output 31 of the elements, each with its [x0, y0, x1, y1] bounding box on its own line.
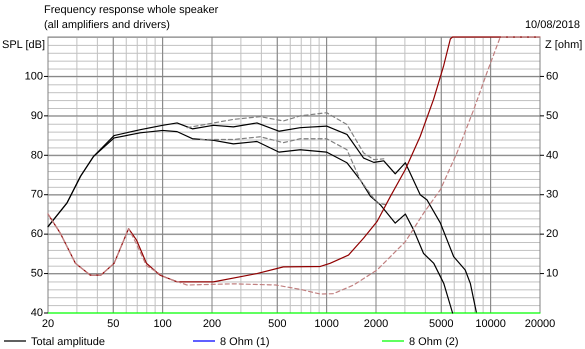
x-tick-label: 20 — [42, 318, 54, 330]
x-tick-label: 500 — [268, 318, 286, 330]
y2-tick-label: 60 — [546, 70, 558, 82]
legend-label: Total amplitude — [31, 336, 105, 348]
x-tick-label: 10000 — [475, 318, 506, 330]
y-tick-label: 50 — [30, 268, 43, 280]
y-tick-label: 40 — [30, 307, 43, 319]
y2-tick-label: 10 — [546, 268, 558, 280]
chart-subtitle: (all amplifiers and drivers) — [44, 19, 170, 31]
y-tick-label: 70 — [30, 188, 43, 201]
x-tick-label: 100 — [153, 318, 172, 330]
x-tick-label: 2000 — [364, 318, 388, 330]
x-tick-label: 20000 — [524, 318, 556, 330]
x-tick-label: 5000 — [429, 318, 454, 330]
y2-tick-label: 30 — [546, 188, 558, 201]
y-tick-label: 80 — [30, 149, 43, 162]
legend-label: 8 Ohm (2) — [409, 336, 459, 348]
x-tick-label: 200 — [202, 318, 222, 330]
y2-tick-label: 40 — [546, 149, 558, 162]
text: 10/08/2018 — [524, 19, 580, 31]
x-tick-label: 1000 — [314, 318, 339, 330]
y2-tick-label: 50 — [546, 110, 558, 122]
y2-axis-title: Z [ohm] — [545, 39, 582, 51]
legend-label: 8 Ohm (1) — [220, 336, 270, 348]
y-tick-label: 90 — [30, 110, 43, 122]
y-axis-title: SPL [dB] — [2, 39, 46, 51]
y2-tick-label: 20 — [546, 228, 558, 240]
x-tick-label: 50 — [107, 318, 120, 330]
chart-title: Frequency response whole speaker — [44, 4, 219, 16]
y-tick-label: 60 — [30, 228, 43, 240]
y-tick-label: 100 — [24, 70, 43, 82]
